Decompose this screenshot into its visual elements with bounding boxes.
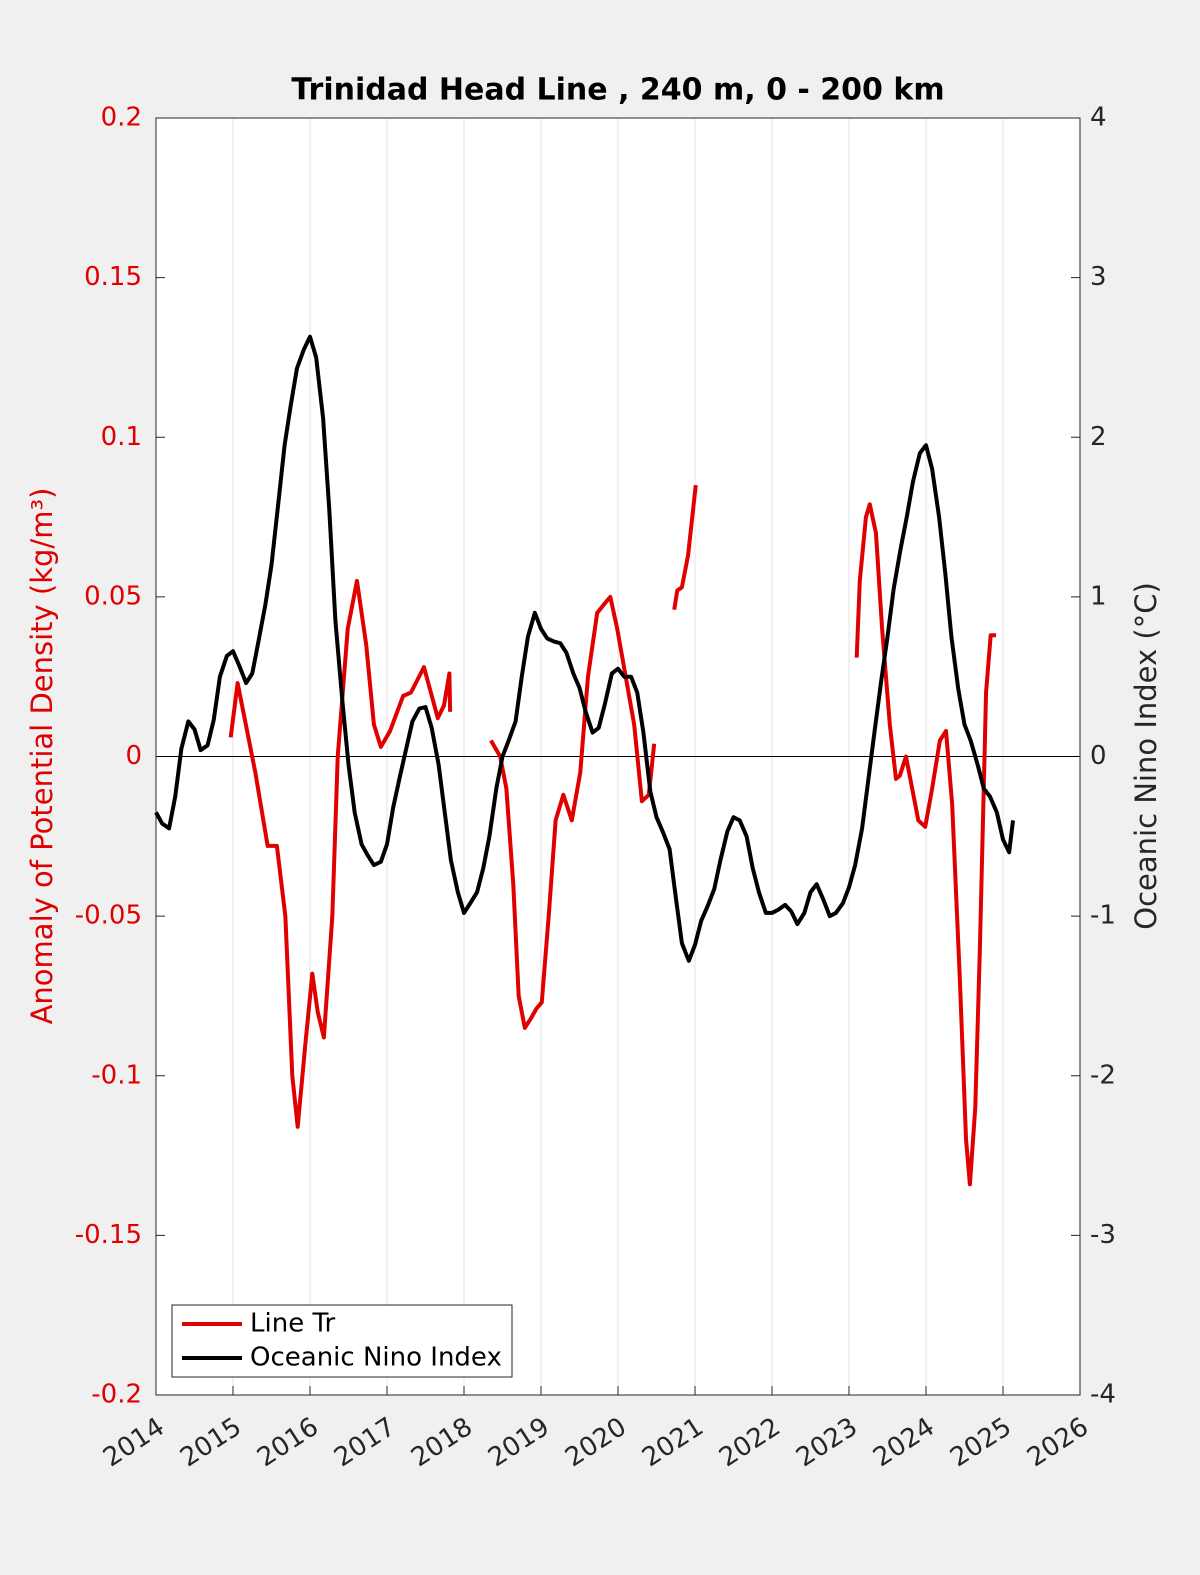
chart-title: Trinidad Head Line , 240 m, 0 - 200 km <box>291 73 944 108</box>
x-tick-label: 2016 <box>252 1412 324 1473</box>
legend-box <box>171 1304 513 1378</box>
y2-tick-label: 2 <box>1090 422 1107 452</box>
y-tick-label: 0.15 <box>84 262 142 292</box>
y2-tick-label: 1 <box>1090 581 1107 611</box>
y-tick-label: 0 <box>125 741 142 771</box>
legend-label: Oceanic Nino Index <box>250 1343 502 1373</box>
legend-label: Line Tr <box>250 1309 336 1339</box>
y2-tick-label: -3 <box>1090 1220 1116 1250</box>
y-tick-label: -0.15 <box>75 1220 142 1250</box>
y2-tick-label: 4 <box>1090 103 1107 133</box>
x-tick-label: 2014 <box>98 1412 170 1473</box>
y-tick-label: 0.1 <box>101 422 142 452</box>
y2-tick-label: 3 <box>1090 262 1107 292</box>
y-tick-label: 0.05 <box>84 581 142 611</box>
y-tick-label: -0.05 <box>75 901 142 931</box>
y2-tick-label: 0 <box>1090 741 1107 771</box>
x-tick-label: 2021 <box>637 1412 709 1473</box>
x-tick-label: 2026 <box>1022 1412 1094 1473</box>
plot-frame <box>155 117 1081 1396</box>
x-tick-label: 2024 <box>868 1412 940 1473</box>
x-tick-label: 2020 <box>560 1412 632 1473</box>
x-tick-label: 2023 <box>791 1412 863 1473</box>
y2-tick-label: -1 <box>1090 901 1116 931</box>
x-tick-label: 2017 <box>329 1412 401 1473</box>
x-tick-label: 2018 <box>406 1412 478 1473</box>
y-tick-label: -0.2 <box>91 1380 142 1410</box>
x-tick-label: 2015 <box>175 1412 247 1473</box>
y-axis-label: Anomaly of Potential Density (kg/m³) <box>25 488 59 1025</box>
y-tick-label: -0.1 <box>91 1060 142 1090</box>
x-tick-label: 2022 <box>714 1412 786 1473</box>
y2-axis-label: Oceanic Nino Index (°C) <box>1129 582 1163 930</box>
x-tick-label: 2019 <box>483 1412 555 1473</box>
y2-tick-label: -4 <box>1090 1380 1116 1410</box>
series-line <box>154 334 1015 963</box>
y2-tick-label: -2 <box>1090 1060 1116 1090</box>
y-tick-label: 0.2 <box>101 103 142 133</box>
x-tick-label: 2025 <box>945 1412 1017 1473</box>
